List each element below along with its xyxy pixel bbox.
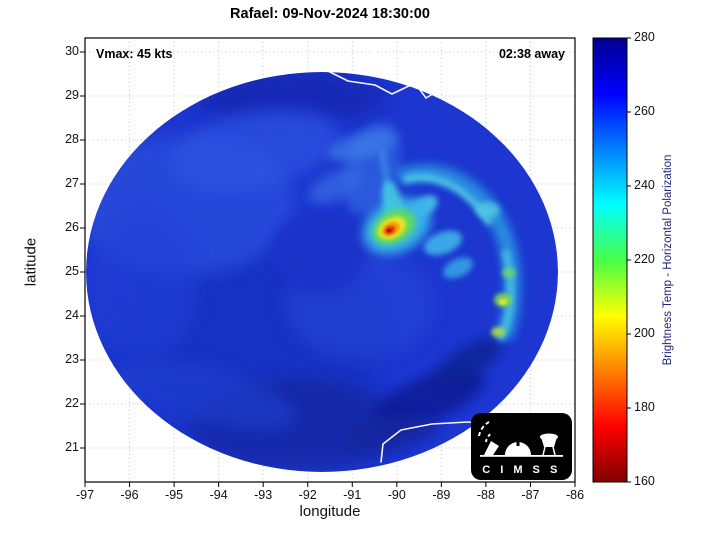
y-tick-label: 21	[65, 439, 79, 454]
y-tick-label: 23	[65, 351, 79, 366]
x-tick-label: -96	[120, 487, 139, 502]
cimss-logo: C I M S S	[471, 413, 572, 480]
chart-title: Rafael: 09-Nov-2024 18:30:00	[230, 6, 430, 22]
x-tick-label: -86	[565, 487, 585, 502]
x-tick-label: -87	[521, 487, 540, 502]
galveston-bay	[175, 69, 190, 87]
y-tick-label: 28	[65, 131, 79, 146]
vmax-annotation: Vmax: 45 kts	[96, 47, 173, 61]
colorbar-tick-label: 180	[634, 400, 655, 414]
y-tick-label: 27	[65, 175, 79, 190]
colorbar-tick-label: 200	[634, 326, 655, 340]
y-tick-label: 29	[65, 87, 79, 102]
logo-text: C I M S S	[482, 464, 561, 476]
y-tick-label: 26	[65, 219, 79, 234]
colorbar-tick-label: 220	[634, 252, 655, 266]
x-tick-label: -94	[209, 487, 228, 502]
x-tick-label: -93	[254, 487, 273, 502]
lake-pontchartrain	[370, 38, 410, 58]
y-axis-label: latitude	[22, 237, 40, 287]
x-tick-label: -89	[432, 487, 451, 502]
satellite-dish-icon	[484, 441, 499, 455]
y-tick-label: 25	[65, 263, 79, 278]
y-tick-label: 22	[65, 395, 79, 410]
gulf-coastline	[85, 62, 449, 143]
mississippi-sound	[422, 39, 481, 50]
x-tick-label: -95	[165, 487, 184, 502]
x-tick-label: -90	[387, 487, 406, 502]
colorbar-tick-label: 260	[634, 104, 655, 118]
water-tower-icon	[540, 433, 558, 456]
y-tick-label: 30	[65, 43, 79, 58]
axis-ticks	[80, 37, 631, 487]
x-tick-label: -88	[476, 487, 495, 502]
chandeleur-islands	[443, 53, 454, 87]
x-axis-label: longitude	[299, 503, 361, 520]
colorbar-tick-label: 280	[634, 30, 655, 44]
matagorda-bay	[119, 105, 144, 119]
arrival-annotation: 02:38 away	[498, 47, 565, 61]
storm-swath	[86, 72, 558, 472]
colorbar-gradient	[593, 38, 627, 482]
plot-frame	[84, 37, 576, 483]
mississippi-river	[403, 40, 442, 90]
x-tick-label: -92	[298, 487, 317, 502]
x-tick-label: -97	[75, 487, 95, 502]
y-tick-label: 24	[65, 307, 79, 322]
colorbar-tick-label: 160	[634, 474, 655, 488]
observatory-dome-icon	[505, 442, 531, 455]
x-tick-label: -91	[343, 487, 362, 502]
signal-waves-icon	[478, 421, 490, 437]
colorbar-label: Brightness Temp - Horizontal Polarizatio…	[662, 154, 674, 366]
convective-core	[362, 180, 432, 255]
texas-barrier-islands	[87, 121, 143, 156]
colorbar-tick-label: 240	[634, 178, 655, 192]
